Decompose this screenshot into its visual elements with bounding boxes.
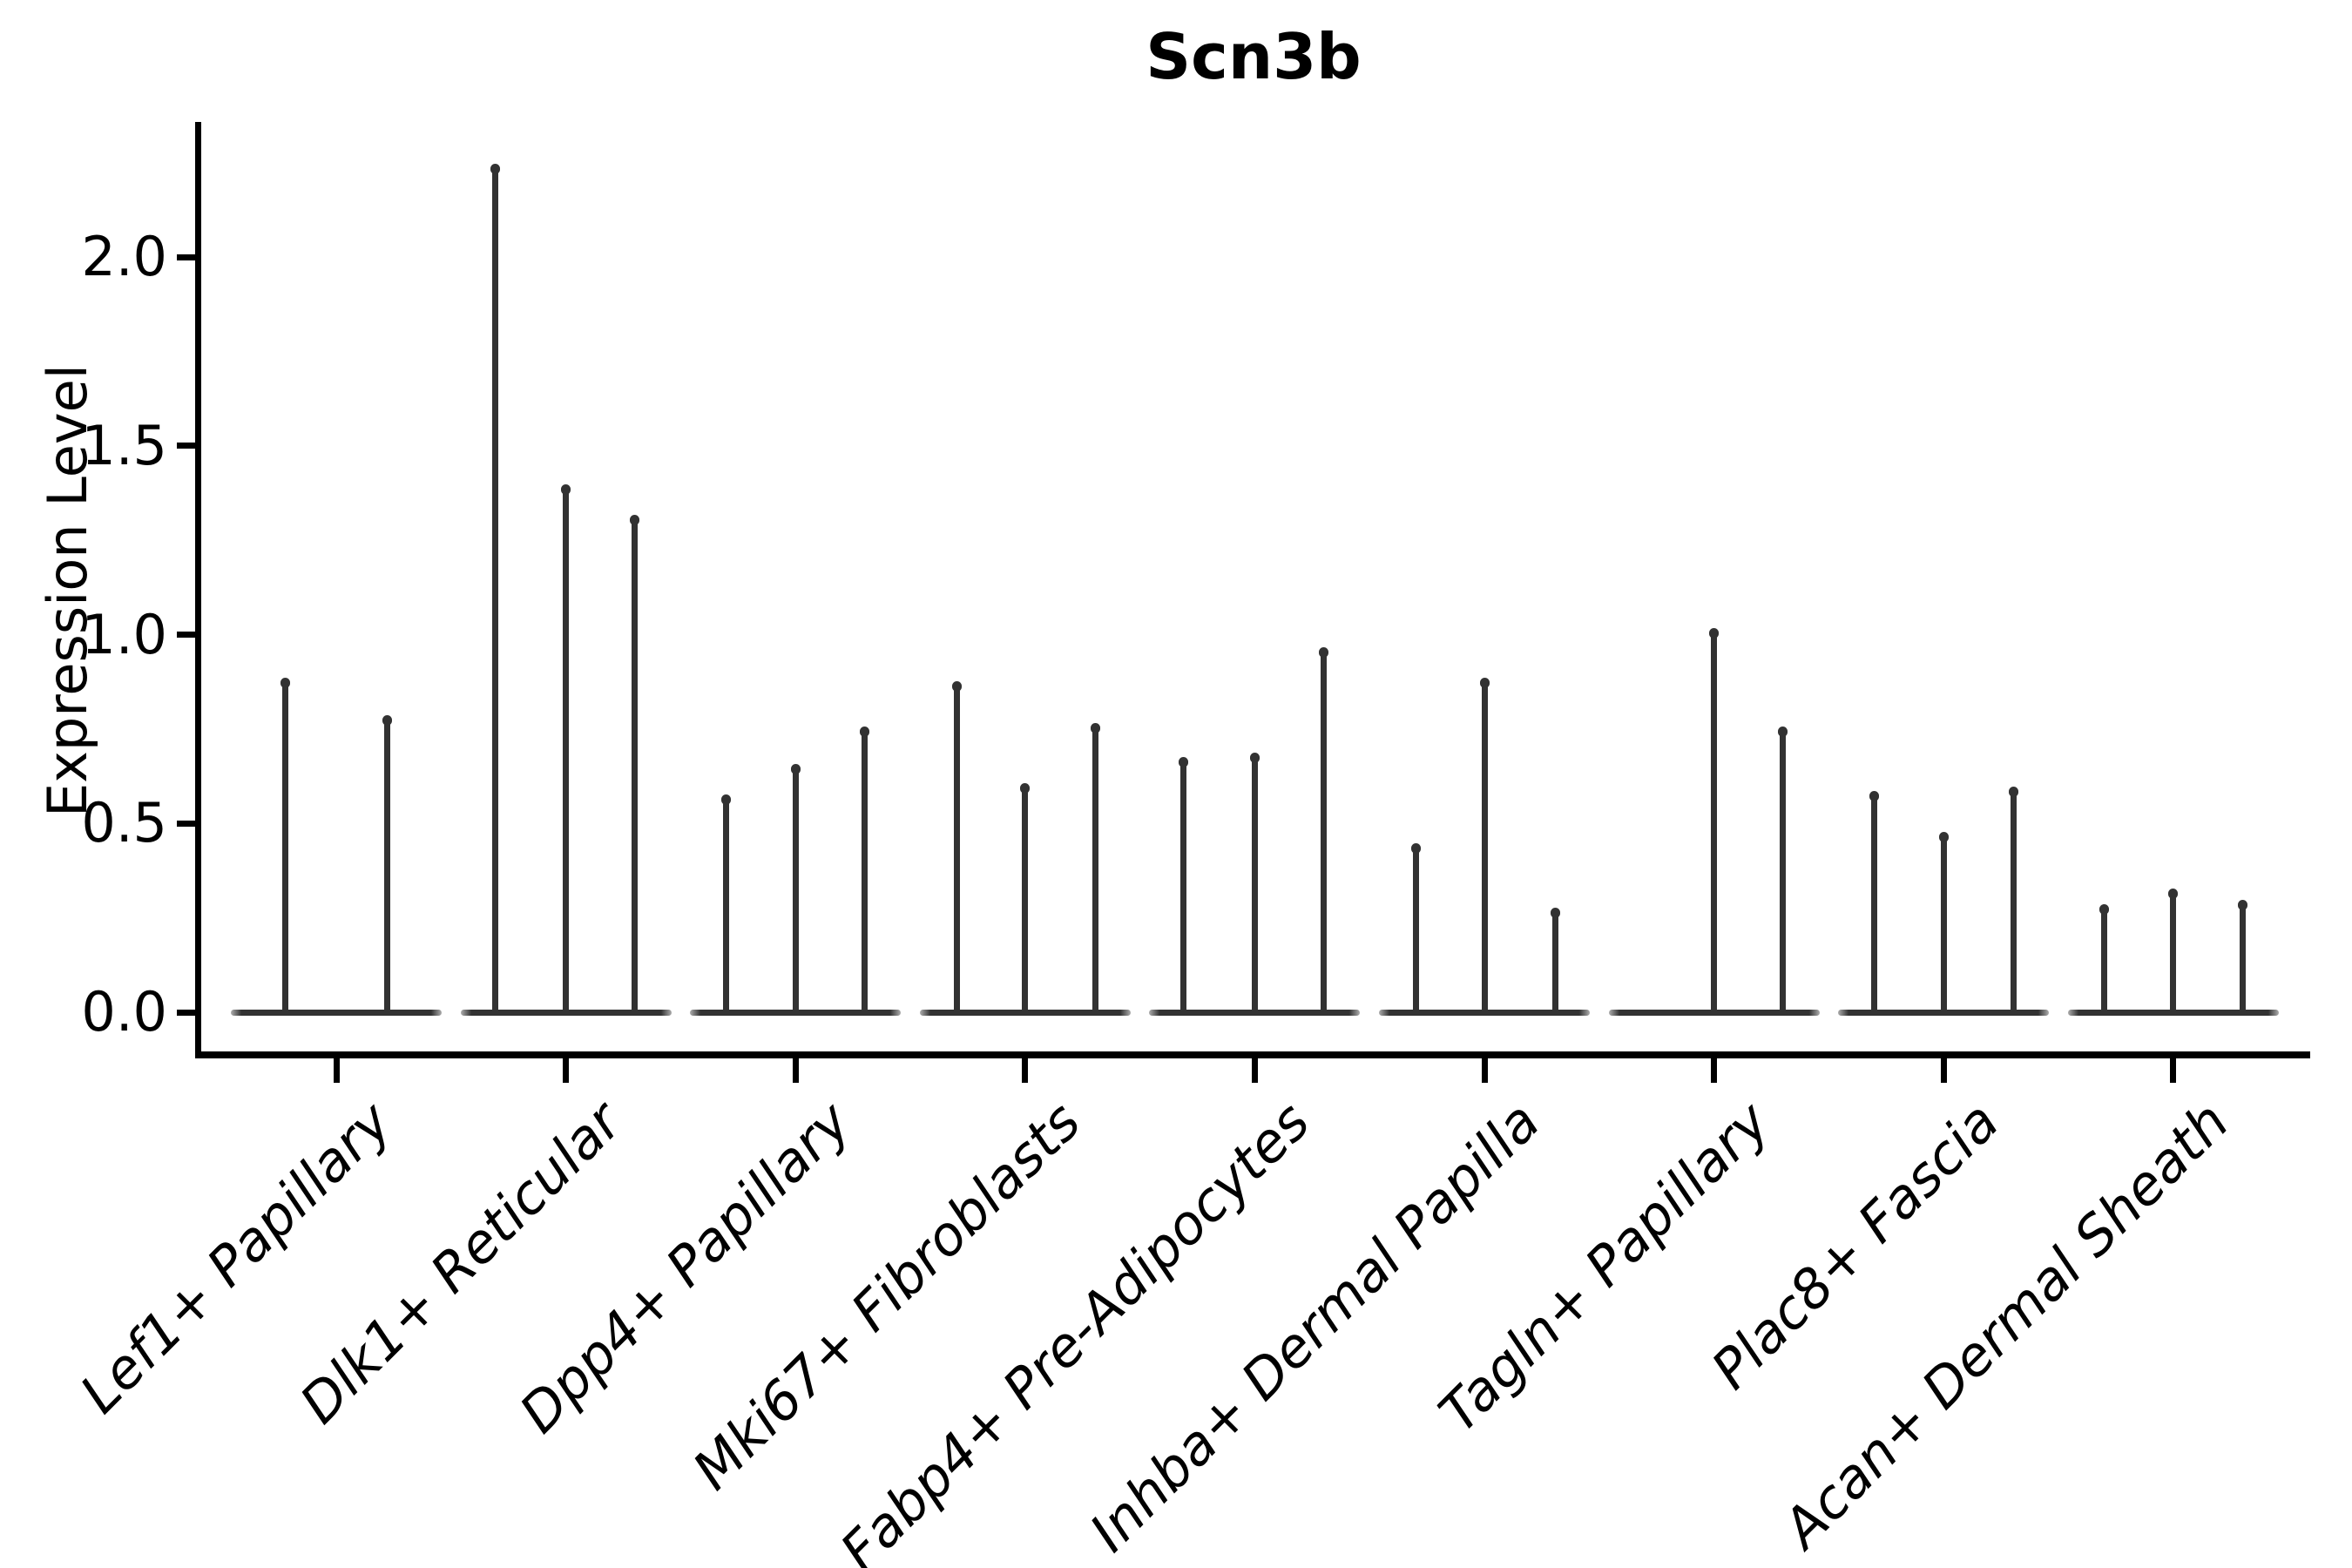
violin-spike <box>1711 632 1718 1015</box>
violin-spike-tip <box>2008 787 2018 798</box>
x-tick <box>1251 1057 1258 1083</box>
y-tick-label: 0.0 <box>81 980 167 1044</box>
violin-spike-tip <box>952 680 963 692</box>
y-tick <box>177 1009 195 1016</box>
violin-spike-tip <box>1550 907 1560 918</box>
violin-spike <box>1551 910 1558 1015</box>
x-tick <box>333 1057 340 1083</box>
violin-spike-tip <box>1410 843 1421 855</box>
x-tick <box>792 1057 799 1083</box>
violin-spike <box>792 767 799 1015</box>
x-tick <box>1022 1057 1029 1083</box>
violin-spike <box>1179 760 1186 1015</box>
violin-spike <box>1251 756 1258 1015</box>
violin-spike-tip <box>2238 900 2248 911</box>
violin-spike-tip <box>1020 782 1031 794</box>
violin-spike <box>861 729 868 1015</box>
y-tick-label: 1.5 <box>81 413 167 477</box>
x-tick <box>1711 1057 1718 1083</box>
violin-spike <box>1320 650 1327 1015</box>
violin-spike-tip <box>720 794 731 805</box>
x-tick <box>2170 1057 2177 1083</box>
violin-spike-tip <box>859 726 869 737</box>
y-tick <box>177 443 195 449</box>
violin-spike-tip <box>1778 726 1788 737</box>
violin-spike <box>722 797 729 1015</box>
y-tick-label: 0.5 <box>81 791 167 855</box>
y-tick <box>177 820 195 827</box>
violin-spike-tip <box>1318 646 1328 658</box>
violin-baseline <box>231 1009 442 1016</box>
violin-spike-tip <box>1869 790 1879 801</box>
y-tick-label: 1.0 <box>81 602 167 666</box>
violin-spike <box>2101 907 2108 1015</box>
violin-spike-tip <box>280 677 290 688</box>
violin-spike-tip <box>1479 677 1490 688</box>
violin-spike-tip <box>630 515 640 526</box>
violin-spike <box>632 518 639 1015</box>
violin-spike <box>1022 786 1029 1015</box>
violin-spike <box>1481 680 1488 1015</box>
violin-spike <box>492 166 499 1015</box>
violin-spike <box>1412 847 1419 1015</box>
violin-spike-tip <box>490 163 501 174</box>
violin-spike-tip <box>1709 628 1720 639</box>
violin-spike <box>1780 729 1787 1015</box>
violin-spike <box>2240 903 2247 1015</box>
y-tick <box>177 253 195 260</box>
x-tick <box>563 1057 570 1083</box>
violin-spike-tip <box>2168 889 2179 900</box>
violin-spike-tip <box>1178 756 1188 767</box>
violin-spike <box>563 488 570 1015</box>
violin-spike-tip <box>2099 903 2110 915</box>
violin-spike-tip <box>1249 753 1260 764</box>
violin-spike-tip <box>1091 722 1101 733</box>
violin-spike <box>281 680 288 1015</box>
violin-spike <box>2010 790 2017 1015</box>
violin-spike <box>1940 835 1947 1015</box>
violin-spike-tip <box>382 714 392 726</box>
violin-spike-tip <box>1938 832 1949 843</box>
y-tick <box>177 632 195 638</box>
violin-spike <box>1092 726 1099 1015</box>
violin-spike-tip <box>561 484 571 496</box>
violin-spike <box>383 718 390 1015</box>
y-tick-label: 2.0 <box>81 225 167 288</box>
x-tick <box>1481 1057 1488 1083</box>
chart-title: Scn3b <box>1146 20 1362 93</box>
x-axis-spine <box>195 1051 2310 1058</box>
y-axis-spine <box>195 122 201 1058</box>
violin-spike-tip <box>790 764 801 775</box>
violin-spike <box>954 684 961 1015</box>
x-tick <box>1940 1057 1947 1083</box>
violin-spike <box>1870 794 1877 1015</box>
violin-spike <box>2170 892 2177 1015</box>
